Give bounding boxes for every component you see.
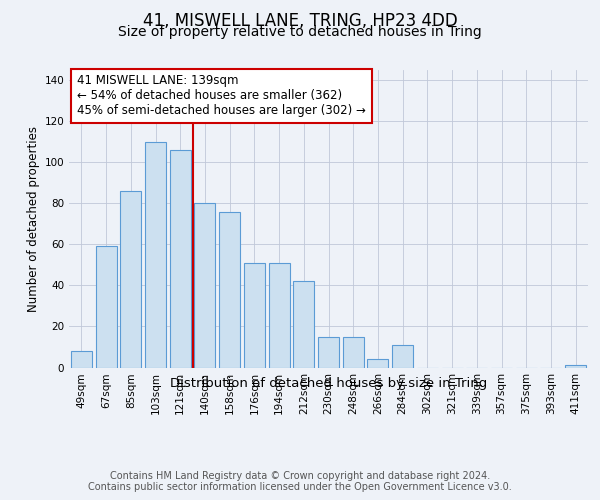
Y-axis label: Number of detached properties: Number of detached properties [27,126,40,312]
Bar [318,336,339,368]
Text: 41 MISWELL LANE: 139sqm
← 54% of detached houses are smaller (362)
45% of semi-d: 41 MISWELL LANE: 139sqm ← 54% of detache… [77,74,365,118]
Bar [95,246,116,368]
Text: Contains HM Land Registry data © Crown copyright and database right 2024.
Contai: Contains HM Land Registry data © Crown c… [88,471,512,492]
Text: Distribution of detached houses by size in Tring: Distribution of detached houses by size … [170,378,487,390]
Bar [219,212,240,368]
Text: Size of property relative to detached houses in Tring: Size of property relative to detached ho… [118,25,482,39]
Bar [71,351,92,368]
Bar [194,204,215,368]
Bar [145,142,166,368]
Bar [367,360,388,368]
Bar [293,282,314,368]
Bar [392,345,413,368]
Bar [565,366,586,368]
Bar [120,191,141,368]
Bar [269,263,290,368]
Bar [170,150,191,368]
Text: 41, MISWELL LANE, TRING, HP23 4DD: 41, MISWELL LANE, TRING, HP23 4DD [143,12,457,30]
Bar [244,263,265,368]
Bar [343,336,364,368]
